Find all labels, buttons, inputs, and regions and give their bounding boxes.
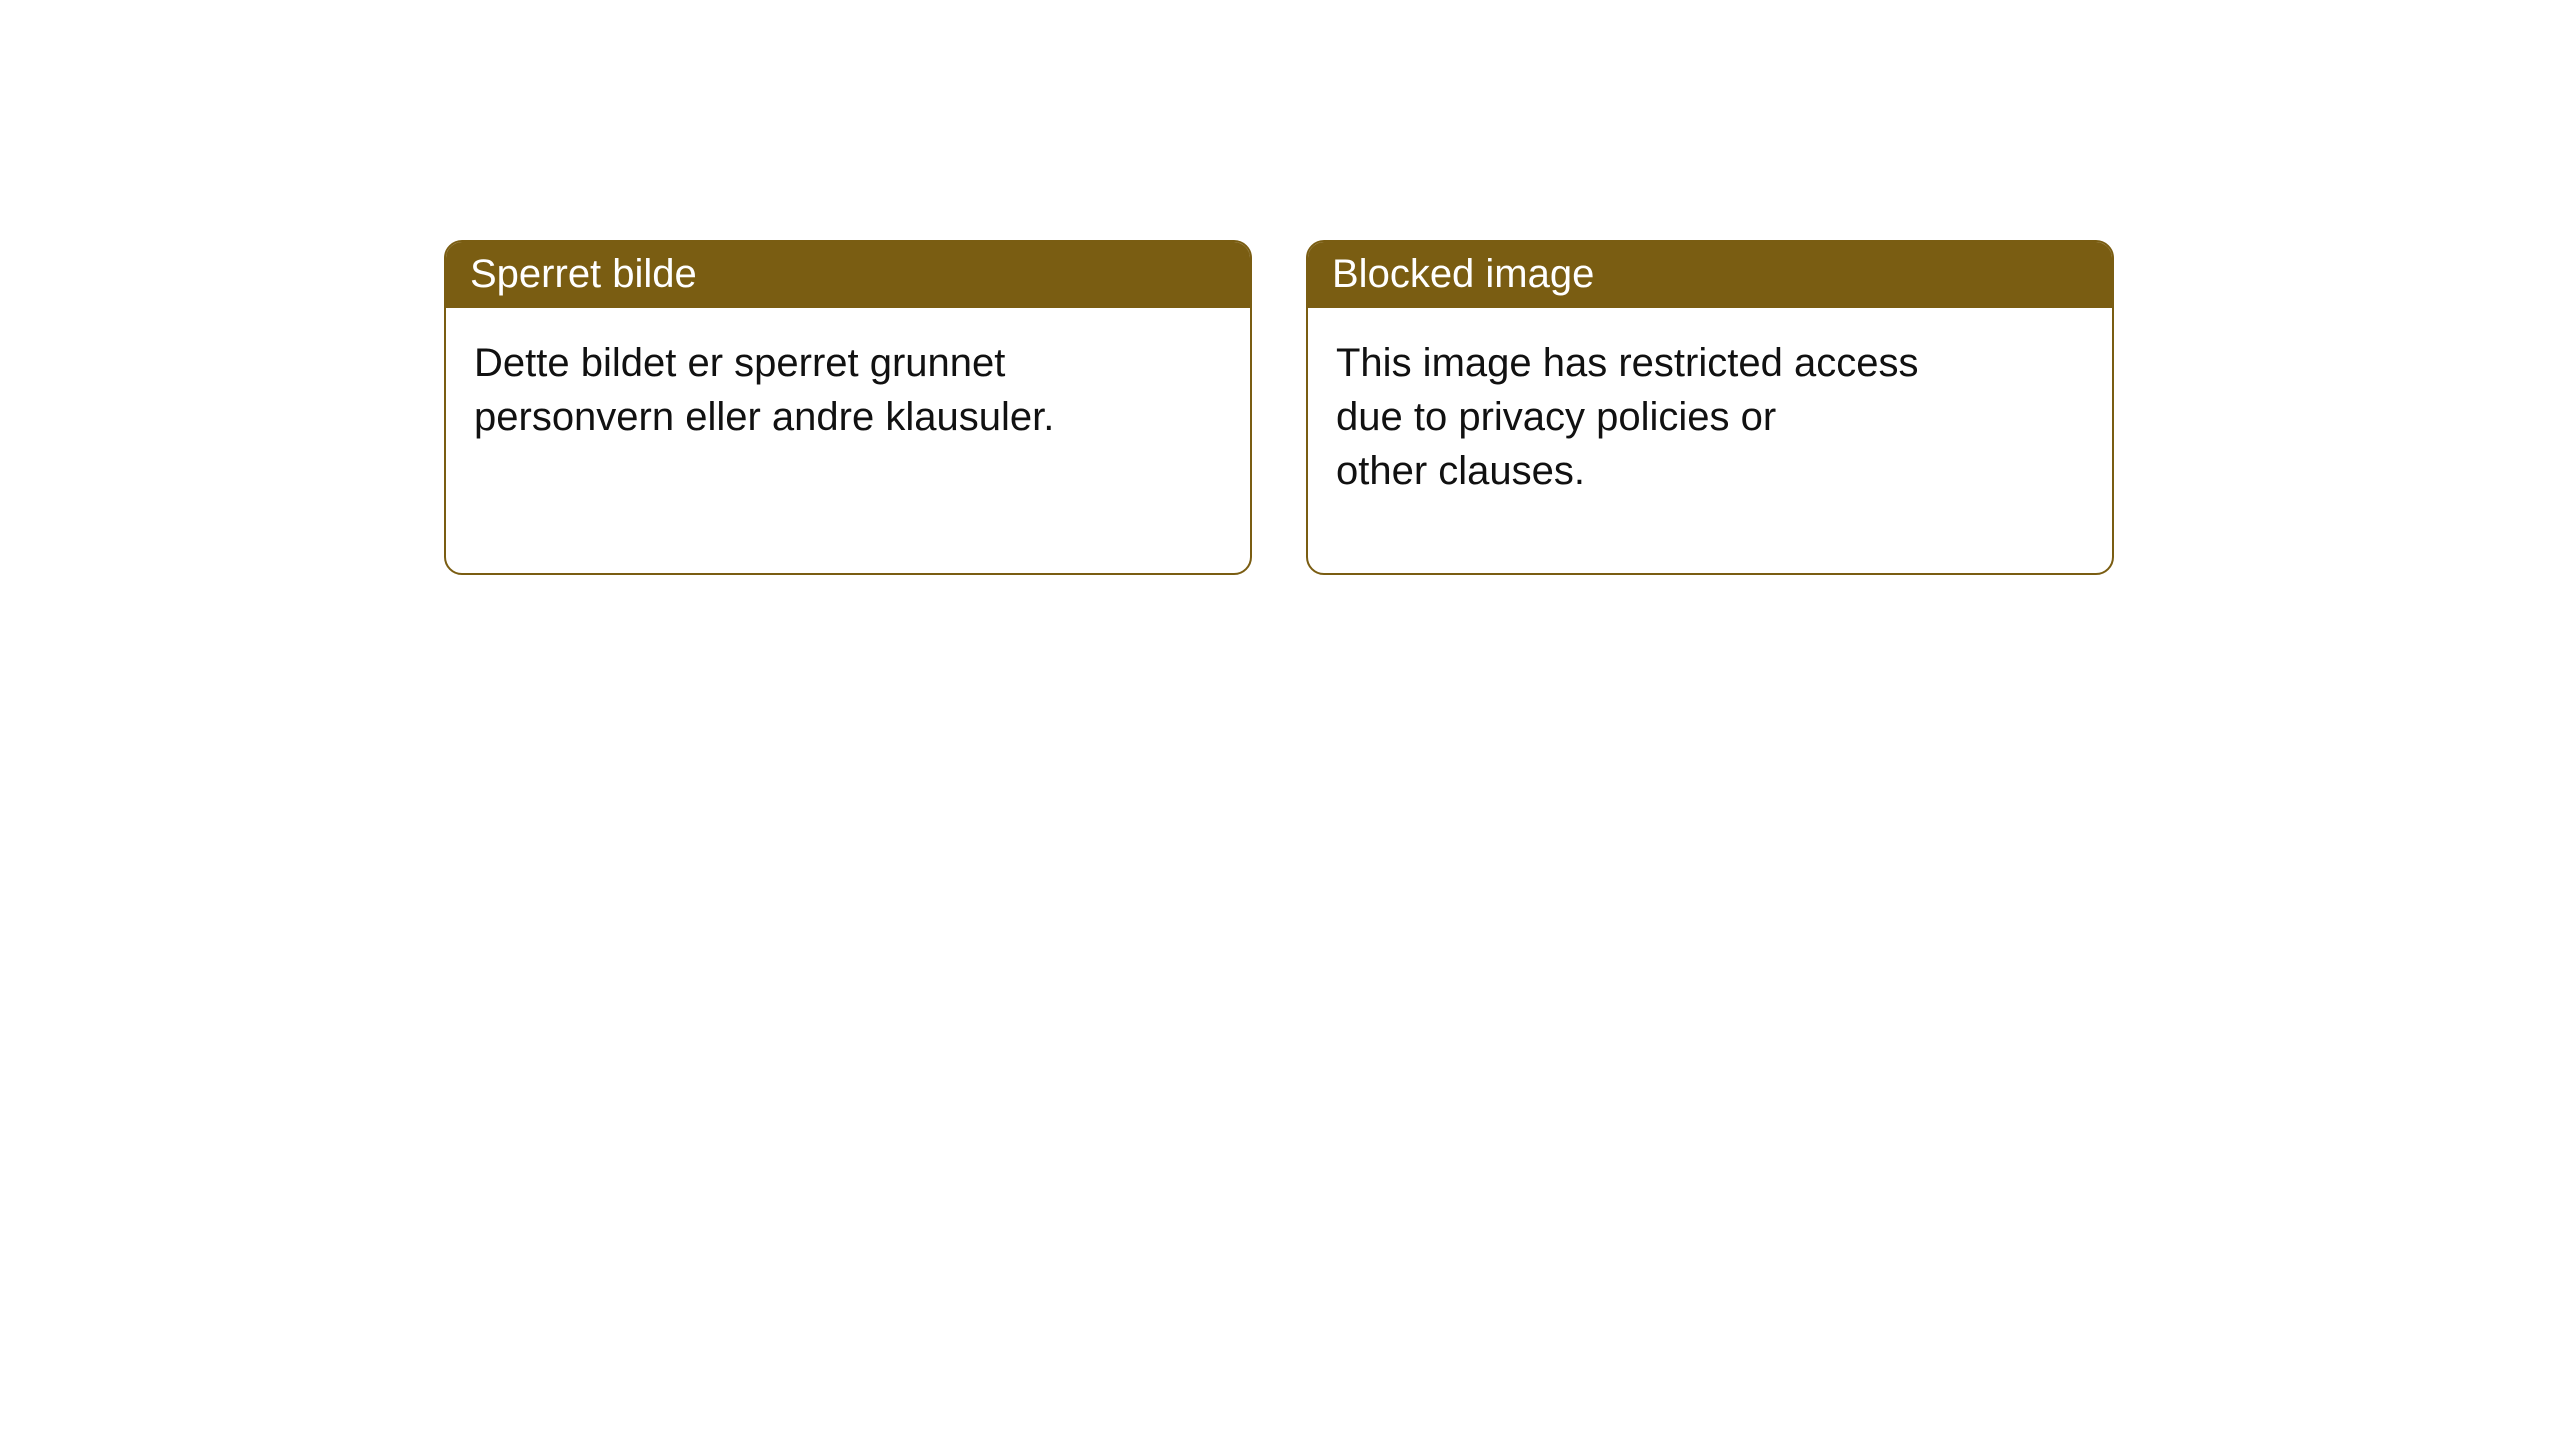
page-canvas: Sperret bilde Dette bildet er sperret gr… [0,0,2560,1440]
card-body-no: Dette bildet er sperret grunnet personve… [446,308,1250,472]
blocked-image-card-no: Sperret bilde Dette bildet er sperret gr… [444,240,1252,575]
card-body-en: This image has restricted access due to … [1308,308,2112,526]
blocked-image-card-en: Blocked image This image has restricted … [1306,240,2114,575]
card-header-no: Sperret bilde [446,242,1250,308]
card-header-en: Blocked image [1308,242,2112,308]
